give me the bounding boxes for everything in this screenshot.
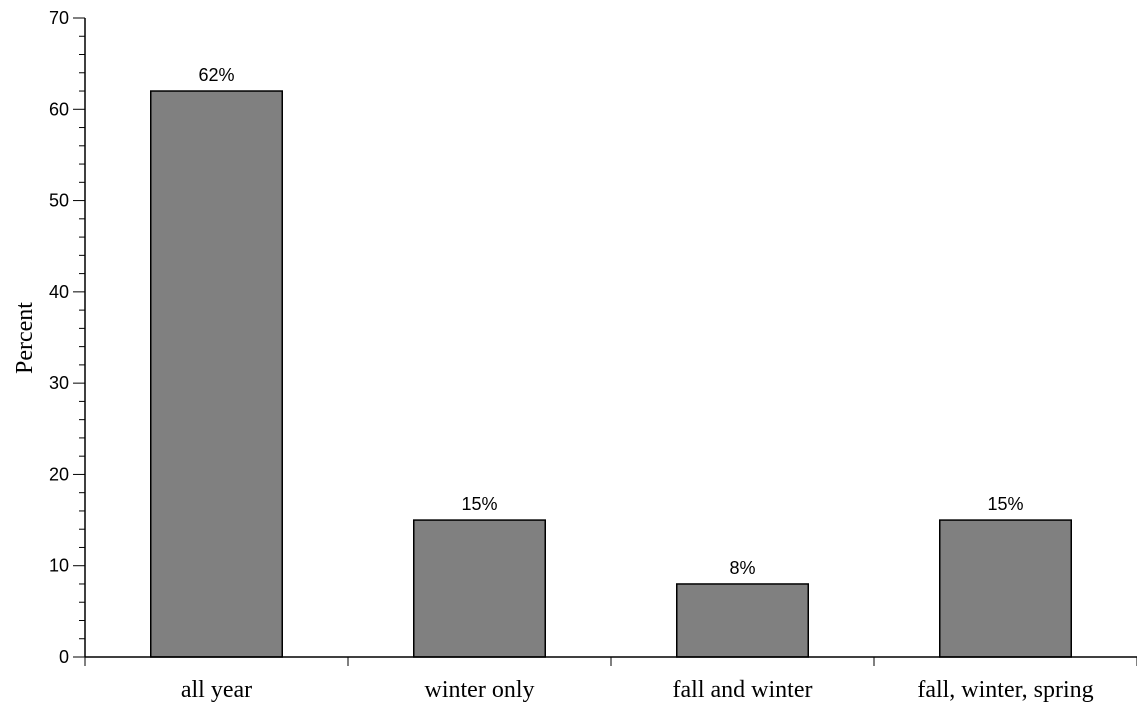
- y-tick-label: 70: [49, 8, 69, 28]
- data-labels-group: 62% 15% 8% 15%: [198, 65, 1023, 578]
- x-category-label: all year: [181, 677, 252, 703]
- bar-value-label: 15%: [461, 494, 497, 514]
- y-tick-label: 10: [49, 556, 69, 576]
- bar-value-label: 8%: [729, 558, 755, 578]
- x-category-label: fall and winter: [673, 677, 813, 703]
- bar-value-label: 15%: [987, 494, 1023, 514]
- x-axis: all year winter only fall and winter fall, …: [84, 656, 1137, 703]
- bar-value-label: 62%: [198, 65, 234, 85]
- y-tick-label: 20: [49, 464, 69, 484]
- y-tick-label: 30: [49, 373, 69, 393]
- bar: [150, 90, 283, 658]
- y-axis: 0 10 20 30 40 50 60 70: [49, 8, 86, 667]
- y-axis-title-group: Percent: [12, 302, 38, 374]
- bars-group: [150, 90, 1072, 658]
- y-tick-label: 50: [49, 191, 69, 211]
- x-category-label: winter only: [425, 677, 535, 703]
- y-axis-title: Percent: [12, 302, 38, 374]
- x-category-label: fall, winter, spring: [917, 677, 1093, 703]
- bar: [413, 519, 546, 658]
- bar: [939, 519, 1072, 658]
- bar: [676, 583, 809, 658]
- y-tick-label: 60: [49, 99, 69, 119]
- y-tick-label: 0: [59, 647, 69, 667]
- y-tick-label: 40: [49, 282, 69, 302]
